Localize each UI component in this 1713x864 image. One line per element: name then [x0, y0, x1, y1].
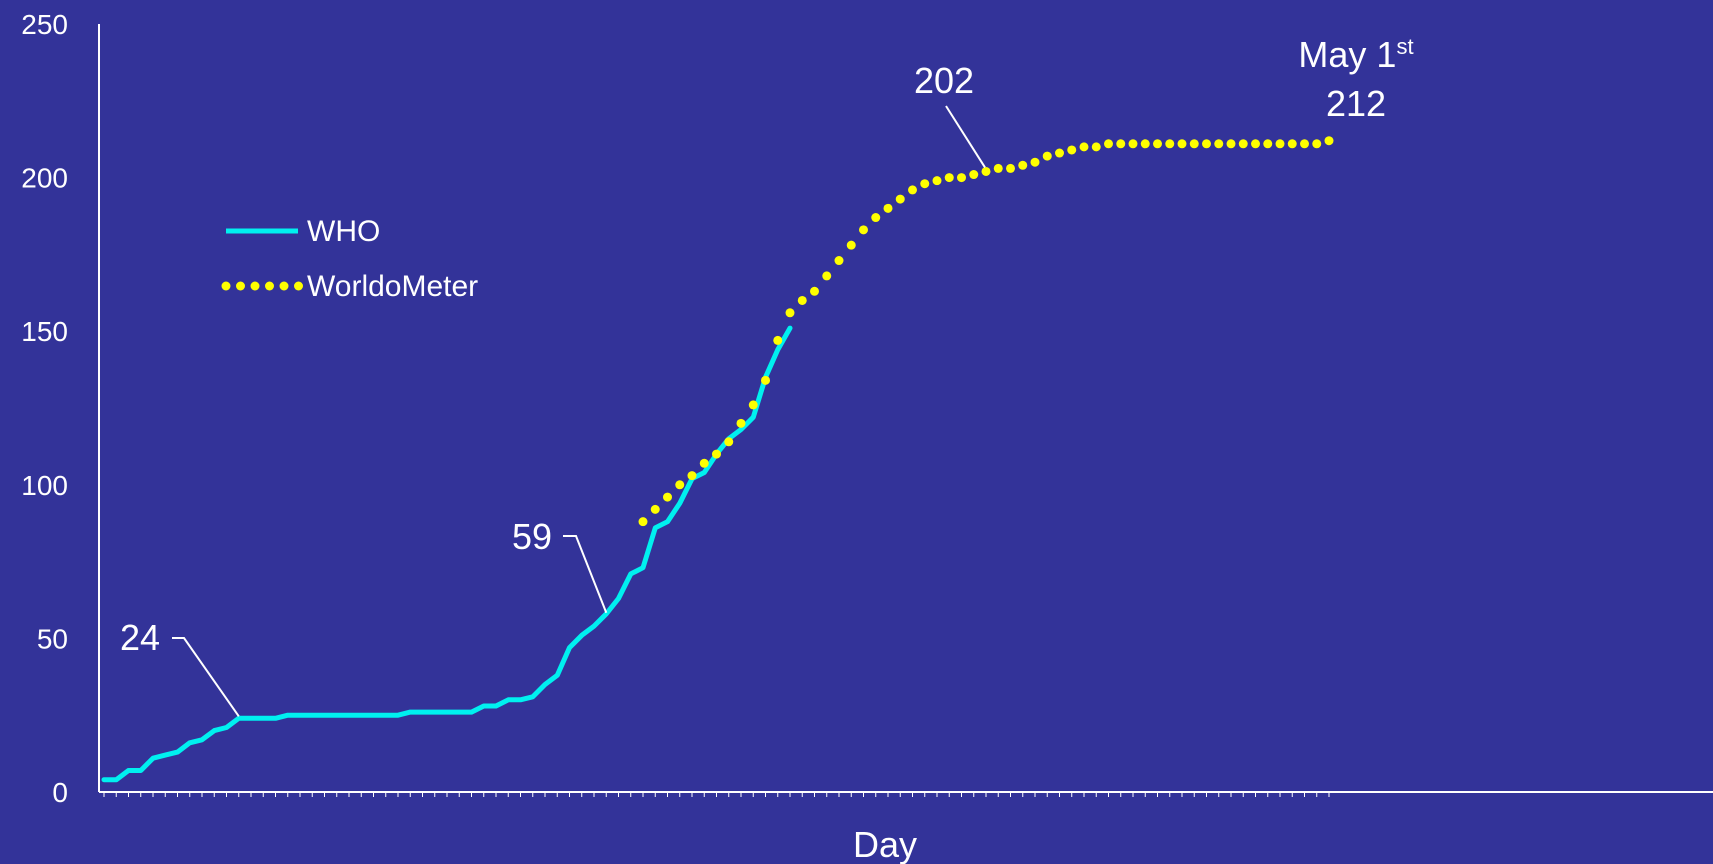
annotation-202: 202 — [914, 60, 974, 101]
data-point-worldometer — [895, 194, 905, 204]
y-tick-label: 0 — [52, 777, 68, 808]
data-point-worldometer — [675, 480, 685, 490]
legend-label-worldometer: WorldoMeter — [307, 270, 478, 303]
data-point-worldometer — [846, 240, 856, 250]
data-point-worldometer — [1287, 139, 1297, 149]
data-point-worldometer — [1189, 139, 1199, 149]
data-point-worldometer — [773, 335, 783, 345]
data-point-worldometer — [1263, 139, 1273, 149]
x-minor-ticks — [103, 792, 1330, 797]
y-tick-label: 200 — [21, 163, 68, 194]
series-line-who — [101, 325, 793, 783]
legend-label-who: WHO — [307, 215, 380, 248]
data-point-worldometer — [981, 166, 991, 176]
legend-swatch-worldometer — [221, 281, 303, 291]
data-point-worldometer — [1042, 151, 1052, 161]
data-point-worldometer — [1251, 139, 1260, 149]
data-point-worldometer — [748, 400, 758, 410]
data-point-worldometer — [736, 418, 746, 428]
leader-line-24 — [172, 637, 240, 717]
data-point-worldometer — [1202, 139, 1211, 149]
data-point-worldometer — [883, 203, 893, 213]
data-point-worldometer — [687, 471, 697, 481]
legend-dot — [221, 281, 231, 291]
data-point-worldometer — [1324, 136, 1334, 146]
data-point-worldometer — [1055, 148, 1064, 158]
data-point-worldometer — [1128, 139, 1138, 149]
leader-line-202 — [945, 105, 986, 168]
data-point-worldometer — [699, 458, 709, 468]
data-point-worldometer — [932, 176, 942, 186]
data-point-worldometer — [724, 437, 734, 447]
data-point-worldometer — [712, 449, 721, 459]
data-point-worldometer — [650, 504, 660, 514]
data-point-worldometer — [871, 213, 881, 223]
data-point-worldometer — [993, 163, 1003, 173]
data-point-worldometer — [822, 271, 832, 281]
annotation-59: 59 — [512, 516, 552, 557]
data-point-worldometer — [920, 179, 930, 189]
data-point-worldometer — [1091, 142, 1101, 152]
y-tick-label: 150 — [21, 316, 68, 347]
data-point-worldometer — [797, 295, 807, 305]
data-point-worldometer — [761, 375, 770, 385]
data-point-worldometer — [969, 170, 979, 180]
leader-line-59 — [563, 535, 608, 614]
y-tick-label: 50 — [37, 623, 68, 654]
data-point-worldometer — [1018, 160, 1028, 170]
data-point-worldometer — [638, 517, 648, 527]
data-point-worldometer — [1116, 139, 1126, 149]
data-point-worldometer — [1140, 139, 1150, 149]
data-point-worldometer — [1275, 139, 1285, 149]
y-tick-label: 250 — [21, 9, 68, 40]
data-point-worldometer — [1030, 157, 1040, 167]
data-point-worldometer — [1300, 139, 1309, 149]
data-point-worldometer — [1067, 145, 1077, 155]
legend: WHO WorldoMeter — [221, 215, 478, 303]
annotation-212: 212 — [1326, 83, 1386, 124]
y-tick-label: 100 — [21, 470, 68, 501]
data-point-worldometer — [859, 225, 868, 235]
y-tick-labels: 0 50 100 150 200 250 — [21, 9, 68, 808]
legend-dot — [265, 281, 274, 291]
annotation-may-1st: May 1st — [1298, 34, 1413, 75]
series-layer — [101, 136, 1334, 783]
data-point-worldometer — [834, 256, 844, 266]
data-point-worldometer — [944, 173, 954, 183]
data-point-worldometer — [957, 173, 966, 183]
x-axis-title: Day — [853, 824, 917, 864]
series-worldometer — [638, 136, 1334, 527]
data-point-worldometer — [785, 308, 795, 318]
annotation-24: 24 — [120, 617, 160, 658]
data-point-worldometer — [663, 492, 672, 502]
data-point-worldometer — [1006, 163, 1015, 173]
legend-dot — [279, 281, 289, 291]
data-point-worldometer — [1312, 139, 1322, 149]
legend-dot — [294, 281, 303, 291]
data-point-worldometer — [908, 185, 917, 195]
annotation-layer: 24 59 202 May 1st 212 — [120, 34, 1414, 717]
data-point-worldometer — [1214, 139, 1224, 149]
data-point-worldometer — [1165, 139, 1175, 149]
data-point-worldometer — [1177, 139, 1187, 149]
data-point-worldometer — [1238, 139, 1248, 149]
data-point-worldometer — [1226, 139, 1236, 149]
data-point-worldometer — [1153, 139, 1162, 149]
legend-dot — [250, 281, 260, 291]
data-point-worldometer — [1079, 142, 1089, 152]
data-point-worldometer — [1104, 139, 1113, 149]
legend-dot — [236, 281, 245, 291]
data-point-worldometer — [810, 286, 819, 296]
